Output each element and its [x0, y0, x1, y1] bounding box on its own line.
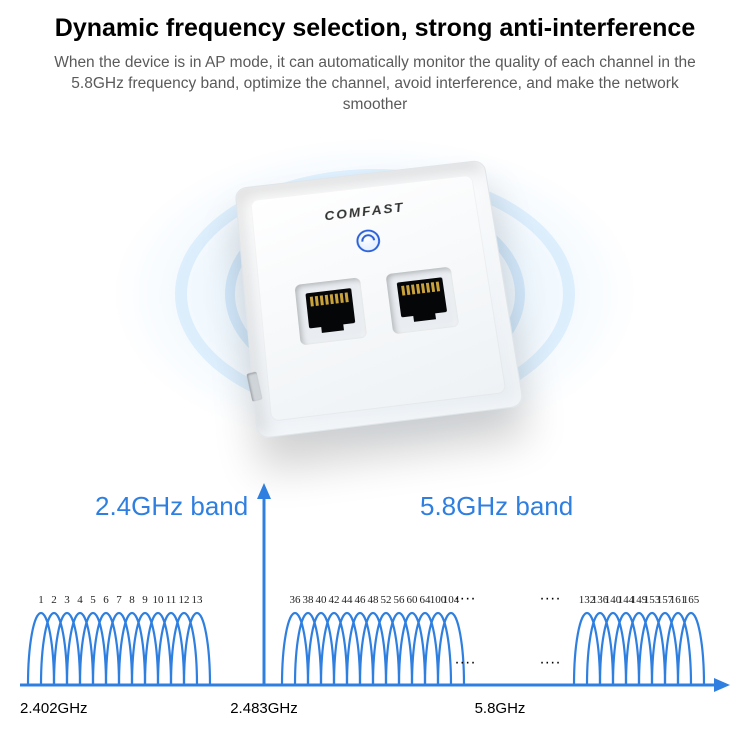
page-subtitle: When the device is in AP mode, it can au… [0, 43, 750, 116]
ethernet-ports [259, 262, 496, 349]
band-58-label: 5.8GHz band [420, 491, 573, 521]
svg-text:2: 2 [51, 594, 57, 606]
svg-text:5: 5 [90, 594, 96, 606]
svg-text:····: ···· [539, 654, 560, 671]
svg-text:····: ···· [454, 590, 475, 607]
band-24-label: 2.4GHz band [95, 491, 248, 521]
axis-start-label: 2.402GHz [20, 700, 88, 717]
svg-text:46: 46 [355, 594, 367, 606]
svg-text:60: 60 [407, 594, 419, 606]
svg-text:1: 1 [38, 594, 44, 606]
rj45-port-2 [386, 266, 460, 334]
svg-text:3: 3 [64, 594, 70, 606]
svg-text:13: 13 [192, 594, 204, 606]
svg-text:4: 4 [77, 594, 83, 606]
svg-text:165: 165 [683, 594, 700, 606]
axis-mid-label: 2.483GHz [230, 700, 298, 717]
rj45-port-1 [294, 277, 367, 345]
svg-text:9: 9 [142, 594, 148, 606]
svg-text:11: 11 [166, 594, 177, 606]
device-face: COMFAST [250, 174, 506, 421]
svg-text:····: ···· [454, 654, 475, 671]
device-illustration: COMFAST [0, 124, 750, 464]
svg-text:56: 56 [394, 594, 406, 606]
page-title: Dynamic frequency selection, strong anti… [0, 0, 750, 43]
wifi-led-icon [355, 228, 381, 253]
svg-text:····: ···· [539, 590, 560, 607]
svg-text:36: 36 [290, 594, 302, 606]
side-port [246, 371, 262, 401]
svg-text:42: 42 [329, 594, 340, 606]
frequency-spectrum-chart: 2.4GHz band5.8GHz band123456789101112133… [20, 475, 730, 730]
spectrum-svg: 2.4GHz band5.8GHz band123456789101112133… [20, 475, 730, 730]
svg-text:12: 12 [179, 594, 190, 606]
svg-text:40: 40 [316, 594, 328, 606]
svg-text:6: 6 [103, 594, 109, 606]
svg-text:44: 44 [342, 594, 354, 606]
svg-text:52: 52 [381, 594, 392, 606]
svg-text:48: 48 [368, 594, 380, 606]
svg-text:10: 10 [153, 594, 165, 606]
svg-text:38: 38 [303, 594, 315, 606]
svg-text:7: 7 [116, 594, 122, 606]
ap-device: COMFAST [234, 159, 524, 439]
axis-end-label: 5.8GHz [475, 700, 526, 717]
device-brand: COMFAST [252, 191, 477, 232]
svg-text:8: 8 [129, 594, 135, 606]
